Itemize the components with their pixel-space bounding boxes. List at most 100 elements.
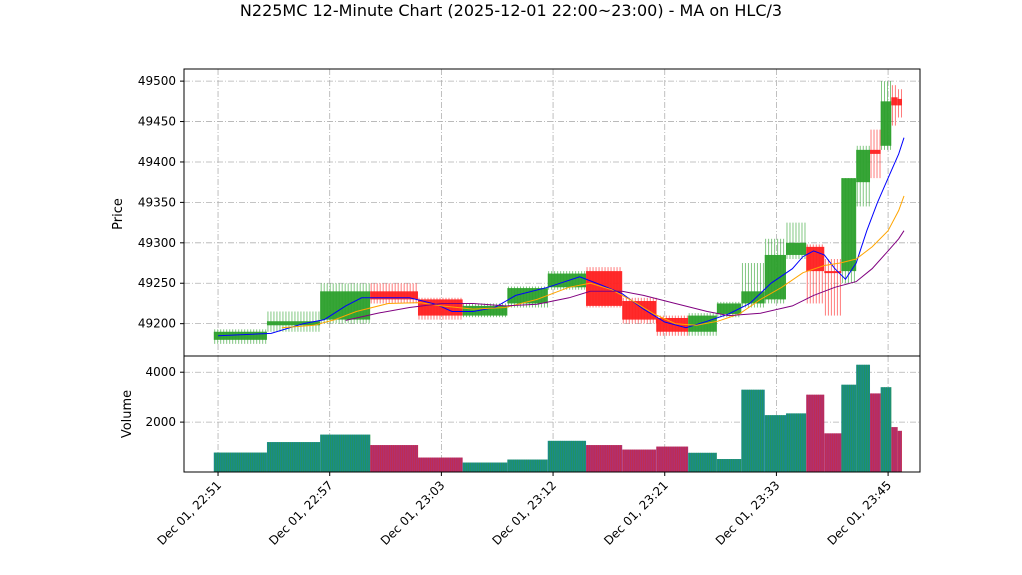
- volume-bar: [266, 442, 321, 472]
- moving-average-line: [345, 230, 905, 321]
- volume-bar: [507, 459, 548, 472]
- volume-bar: [741, 389, 765, 472]
- candle-body: [320, 291, 371, 320]
- candle-body: [806, 246, 825, 272]
- candle-body: [266, 321, 321, 326]
- volume-bar-fill: [870, 393, 881, 472]
- volume-bar-fill: [320, 434, 371, 472]
- volume-bar: [897, 430, 902, 472]
- down-candle: [586, 267, 623, 308]
- up-candle: [764, 238, 786, 304]
- volume-bar-fill: [266, 442, 321, 472]
- volume-bar: [841, 384, 857, 472]
- volume-bar: [688, 452, 717, 472]
- price-tick-label: 49250: [138, 276, 176, 290]
- volume-bar-fill: [688, 452, 717, 472]
- volume-axis-label: Volume: [120, 390, 135, 438]
- x-tick-label: Dec 01, 23:12: [490, 478, 560, 548]
- down-candle: [891, 85, 898, 126]
- price-tick-label: 49450: [138, 115, 176, 129]
- volume-bar: [785, 413, 807, 472]
- price-tick-label: 49350: [138, 195, 176, 209]
- candle-body: [507, 288, 548, 304]
- candle-body: [824, 271, 842, 274]
- candle-body: [785, 242, 807, 255]
- candle-body: [841, 178, 857, 272]
- volume-tick-label: 4000: [145, 365, 176, 379]
- price-tick-label: 49300: [138, 236, 176, 250]
- moving-average-line: [217, 137, 905, 337]
- x-tick-label: Dec 01, 23:45: [825, 478, 895, 548]
- down-candle: [622, 297, 657, 324]
- down-candle: [897, 89, 903, 118]
- candle-body: [462, 305, 508, 316]
- volume-bar: [320, 434, 371, 472]
- candle-body: [213, 331, 267, 340]
- volume-bar: [806, 394, 825, 472]
- volume-bar-fill: [213, 452, 267, 472]
- volume-bar: [417, 457, 463, 472]
- volume-panel-frame: [183, 355, 921, 473]
- down-candle: [656, 315, 689, 336]
- volume-bar-fill: [806, 394, 825, 472]
- candle-body: [370, 291, 418, 300]
- candle-body: [897, 98, 902, 106]
- down-candle: [824, 258, 842, 316]
- volume-bar-fill: [764, 415, 786, 472]
- moving-average-line: [281, 195, 905, 329]
- chart-title: N225MC 12-Minute Chart (2025-12-01 22:00…: [240, 1, 782, 20]
- candle-body: [856, 149, 871, 183]
- volume-bar: [856, 364, 871, 472]
- volume-bar: [891, 427, 898, 472]
- volume-bar-fill: [897, 430, 902, 472]
- volume-bar: [764, 415, 786, 472]
- candle-body: [586, 271, 623, 306]
- down-candle: [870, 129, 881, 179]
- candle-body: [764, 254, 786, 300]
- up-candle: [880, 81, 892, 150]
- up-candle: [841, 178, 857, 284]
- volume-bar: [586, 445, 623, 472]
- down-candle: [370, 283, 418, 304]
- volume-bar-fill: [417, 457, 463, 472]
- volume-bar: [716, 459, 742, 472]
- up-candle: [547, 271, 587, 290]
- up-candle: [856, 145, 871, 207]
- volume-tick-label: 2000: [145, 415, 176, 429]
- x-tick-label: Dec 01, 23:21: [601, 478, 671, 548]
- volume-bar-fill: [586, 445, 623, 472]
- price-tick-label: 49400: [138, 155, 176, 169]
- volume-bar: [870, 393, 881, 472]
- candle-body: [622, 301, 657, 320]
- x-tick-label: Dec 01, 23:33: [713, 478, 783, 548]
- x-tick-label: Dec 01, 22:51: [154, 478, 224, 548]
- up-candle: [266, 311, 321, 332]
- price-axis-label: Price: [111, 198, 126, 230]
- volume-bar: [547, 440, 587, 472]
- volume-bar-fill: [462, 462, 508, 472]
- volume-bar: [880, 387, 892, 472]
- candle-body: [891, 97, 898, 106]
- volume-bar: [656, 446, 689, 472]
- volume-bar: [622, 449, 657, 472]
- candle-body: [880, 101, 892, 146]
- volume-bar: [370, 445, 419, 472]
- candle-body: [716, 303, 742, 314]
- volume-bar-fill: [856, 364, 871, 472]
- up-candle: [785, 222, 807, 259]
- price-tick-label: 49500: [138, 74, 176, 88]
- volume-bar-fill: [656, 446, 689, 472]
- x-tick-label: Dec 01, 23:03: [378, 478, 448, 548]
- volume-bar: [213, 452, 267, 472]
- volume-bar-fill: [891, 427, 898, 472]
- up-candle: [213, 329, 267, 344]
- volume-bar-fill: [880, 387, 892, 472]
- x-tick-label: Dec 01, 22:57: [266, 478, 336, 548]
- price-panel-frame: [183, 68, 921, 357]
- candle-body: [870, 149, 881, 154]
- volume-bar: [462, 462, 508, 472]
- volume-bar: [824, 433, 842, 472]
- price-tick-label: 49200: [138, 317, 176, 331]
- volume-bar-fill: [370, 445, 418, 472]
